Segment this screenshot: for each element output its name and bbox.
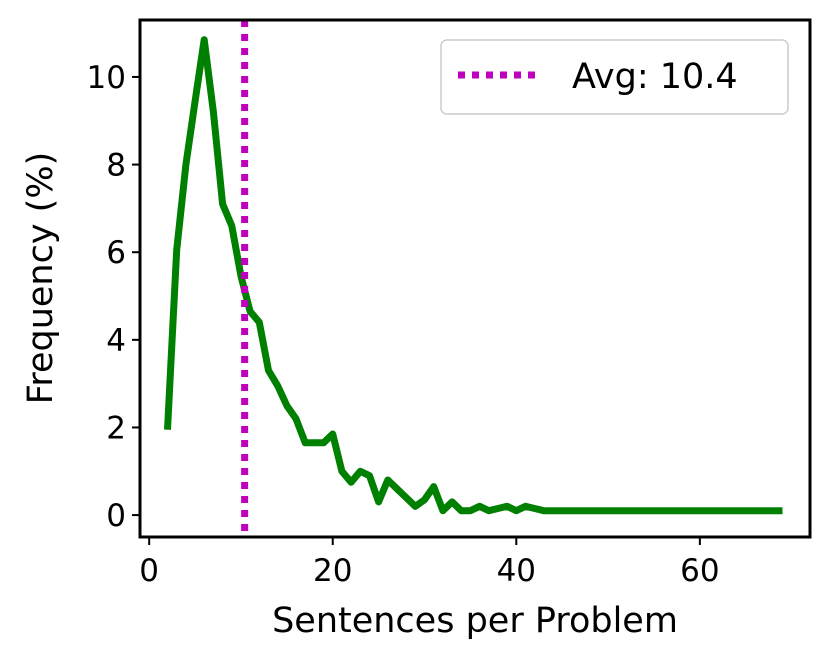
y-tick-label: 10 (87, 60, 126, 96)
plot-frame (138, 18, 812, 539)
y-tick-label: 0 (106, 498, 126, 534)
legend-box (440, 39, 789, 115)
y-axis: 0 2 4 6 8 10 (87, 60, 140, 534)
x-tick-label: 20 (313, 553, 352, 589)
x-axis-title: Sentences per Problem (272, 601, 678, 641)
y-tick-label: 6 (106, 235, 126, 271)
y-axis-title: Frequency (%) (21, 152, 61, 405)
legend: Avg: 10.4 (440, 39, 789, 115)
y-tick-label: 8 (106, 148, 126, 184)
x-tick-label: 0 (139, 553, 159, 589)
x-axis: 0 20 40 60 (139, 537, 720, 589)
y-tick-label: 4 (106, 323, 126, 359)
y-tick-label: 2 (106, 410, 126, 446)
x-tick-label: 40 (497, 553, 536, 589)
legend-label-avg: Avg: 10.4 (572, 57, 738, 97)
series-line-0 (164, 36, 783, 515)
plot-content (164, 20, 783, 537)
x-tick-label: 60 (680, 553, 719, 589)
